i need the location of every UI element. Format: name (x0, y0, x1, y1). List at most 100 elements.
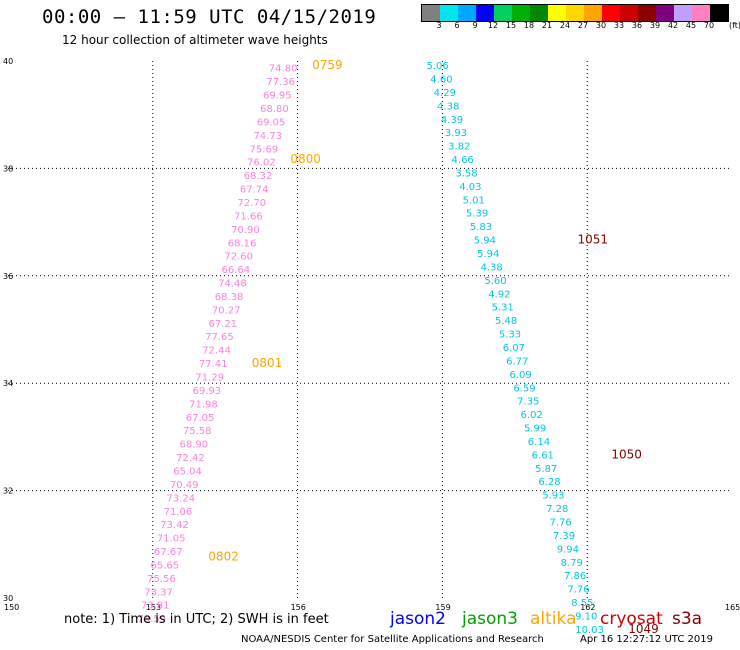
wave-height-value: 5.99 (524, 424, 546, 435)
wave-height-value: 6.59 (513, 383, 535, 394)
wave-height-value: 7.76 (550, 518, 572, 529)
pass-time-label: 0801 (252, 356, 283, 370)
x-tick-label: 156 (291, 603, 306, 612)
axis-labels: 150 153 156 159 162 165 40 38 36 34 32 30 (3, 57, 740, 612)
wave-height-value: 5.31 (492, 303, 514, 314)
wave-height-value: 9.94 (557, 544, 579, 555)
x-tick-label: 165 (725, 603, 740, 612)
colorbar-tick-label: 12 (487, 21, 499, 30)
credit-text: NOAA/NESDIS Center for Satellite Applica… (241, 634, 544, 645)
wave-height-value: 7.39 (553, 531, 575, 542)
wave-height-colorbar (421, 4, 729, 22)
wave-height-value: 77.41 (199, 359, 228, 370)
colorbar-swatch (494, 5, 512, 21)
wave-height-value: 67.05 (186, 413, 215, 424)
track-layer: 74.80 77.36 69.95 68.80 69.05 74.73 75.69 76.02… (138, 58, 659, 636)
wave-height-value: 6.77 (506, 356, 528, 367)
colorbar-swatch (512, 5, 530, 21)
pass-time-label: 0759 (312, 58, 343, 72)
wave-height-value: 5.93 (542, 491, 564, 502)
y-tick-label: 38 (3, 164, 13, 173)
wave-height-value: 71.66 (234, 211, 263, 222)
pass-time-label: 0800 (290, 152, 321, 166)
wave-height-value: 68.38 (215, 292, 244, 303)
colorbar-tick-label: 6 (454, 21, 460, 30)
wave-height-value: 5.94 (477, 249, 499, 260)
x-tick-label: 162 (580, 603, 595, 612)
wave-height-value: 76.02 (247, 158, 276, 169)
colorbar-tick-label: (ft) (728, 21, 740, 30)
wave-height-value: 73.24 (166, 493, 195, 504)
map-grid (8, 61, 732, 598)
wave-height-value: 7.86 (564, 571, 586, 582)
cryosat-track: 5.06 4.60 4.29 4.38 4.39 3.93 3.82 4.66 3.58 4.03… (426, 61, 658, 636)
satellite-legend-altika: altika (530, 609, 577, 629)
wave-height-value: 72.70 (237, 198, 266, 209)
colorbar-labels: 3 6 9 12 15 18 21 24 27 30 33 36 39 42 45 70 (ft) (421, 21, 740, 33)
wave-height-value: 67.21 (208, 319, 237, 330)
wave-height-value: 70.90 (231, 225, 260, 236)
wave-height-value: 6.02 (521, 410, 543, 421)
pass-time-label: 1049 (628, 622, 659, 636)
wave-height-value: 77.36 (266, 77, 295, 88)
y-tick-label: 36 (3, 272, 13, 281)
wave-height-value: 73.59 (138, 614, 167, 625)
wave-height-value: 5.06 (426, 61, 448, 72)
wave-height-value: 74.48 (218, 279, 247, 290)
satellite-legend-jason3: jason3 (462, 609, 518, 629)
colorbar-tick-label: 27 (577, 21, 589, 30)
wave-height-value: 71.98 (189, 399, 218, 410)
pass-time-label: 1050 (611, 447, 642, 461)
colorbar-tick-label: 24 (559, 21, 571, 30)
pass-time-label: 1051 (578, 233, 609, 247)
wave-height-value: 69.05 (257, 117, 286, 128)
colorbar-tick-label: 36 (631, 21, 643, 30)
wave-height-value: 8.79 (561, 558, 583, 569)
wave-height-value: 66.64 (221, 265, 250, 276)
colorbar-swatch (584, 5, 602, 21)
colorbar-swatch (458, 5, 476, 21)
colorbar-swatch (656, 5, 674, 21)
wave-height-value: 74.80 (269, 64, 298, 75)
wave-height-value: 4.39 (441, 115, 463, 126)
wave-height-value: 75.56 (147, 574, 176, 585)
wave-height-value: 5.33 (499, 330, 521, 341)
wave-height-value: 5.01 (463, 195, 485, 206)
wave-height-value: 4.66 (452, 155, 474, 166)
colorbar-tick-label: 45 (685, 21, 697, 30)
x-tick-label: 153 (146, 603, 161, 612)
wave-height-value: 6.61 (532, 450, 554, 461)
colorbar-swatch (674, 5, 692, 21)
wave-height-value: 5.94 (474, 236, 496, 247)
wave-height-value: 6.09 (509, 370, 531, 381)
wave-height-value: 69.95 (263, 91, 292, 102)
wave-height-value: 10.03 (575, 625, 604, 636)
colorbar-swatch (422, 5, 440, 21)
wave-height-value: 7.35 (517, 397, 539, 408)
wave-height-value: 9.10 (575, 611, 597, 622)
page-title: 00:00 – 11:59 UTC 04/15/2019 (42, 6, 377, 28)
wave-height-value: 3.82 (448, 142, 470, 153)
wave-height-value: 77.65 (205, 332, 234, 343)
colorbar-swatch (638, 5, 656, 21)
wave-height-value: 6.07 (503, 343, 525, 354)
colorbar-tick-label: 39 (649, 21, 661, 30)
wave-height-value: 5.60 (484, 276, 506, 287)
wave-height-value: 68.80 (260, 104, 289, 115)
wave-height-value: 4.92 (488, 289, 510, 300)
satellite-legend-cryosat: cryosat (600, 609, 663, 629)
x-tick-label: 150 (4, 603, 19, 612)
page-subtitle: 12 hour collection of altimeter wave hei… (62, 33, 328, 47)
footer-note: note: 1) Time is in UTC; 2) SWH is in fe… (64, 612, 329, 627)
y-tick-label: 34 (3, 379, 13, 388)
colorbar-swatch (530, 5, 548, 21)
y-tick-label: 32 (3, 487, 13, 496)
colorbar-tick-label: 21 (541, 21, 553, 30)
wave-height-value: 69.93 (193, 386, 222, 397)
colorbar-tick-label: 15 (505, 21, 517, 30)
wave-height-value: 4.60 (430, 74, 452, 85)
wave-height-value: 7.28 (546, 504, 568, 515)
colorbar-tick-label: 70 (703, 21, 715, 30)
wave-height-value: 71.06 (164, 507, 193, 518)
